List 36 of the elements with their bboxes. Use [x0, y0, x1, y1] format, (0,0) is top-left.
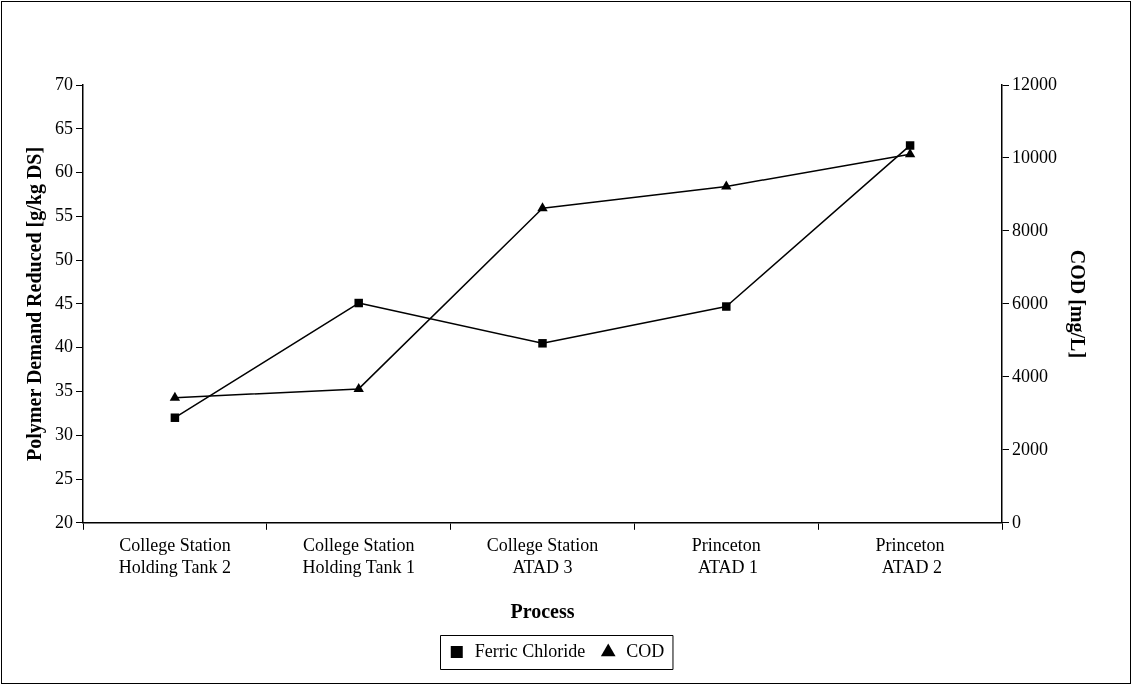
point: [354, 298, 363, 308]
point: [905, 141, 915, 150]
x-tick-label: College Station ATAD 3: [486, 535, 599, 577]
y2-tick-label: 2000: [1012, 438, 1048, 459]
y2-axis-title: COD [mg/L]: [1065, 249, 1089, 359]
y-tick-label: 25: [55, 467, 73, 488]
y-tick-label: 20: [55, 511, 73, 532]
point: [722, 302, 731, 311]
y2-tick-label: 10000: [1012, 146, 1057, 167]
y-tick-label: 35: [55, 380, 73, 401]
y-tick-label: 70: [55, 73, 73, 94]
y-tick-label: 60: [55, 161, 73, 182]
y-tick-label: 45: [55, 292, 73, 313]
y-tick-label: 50: [55, 248, 73, 269]
x-tick-label: College Station Holding Tank 2: [118, 535, 232, 577]
y2-tick-label: 8000: [1012, 219, 1048, 240]
x-tick-label: Princeton ATAD 1: [691, 535, 761, 577]
x-tick-label: College Station Holding Tank 1: [302, 535, 415, 577]
y-axis-title: Polymer Demand Reduced [g/kg DS]: [23, 146, 47, 461]
legend-label: Ferric Chloride: [474, 640, 586, 661]
y-tick-label: 55: [55, 205, 73, 226]
y-tick-label: 65: [55, 117, 73, 138]
y2-tick-label: 4000: [1012, 365, 1048, 386]
x-tick-label: Princeton ATAD 2: [875, 535, 945, 577]
x-axis-title: Process: [510, 600, 575, 623]
y2-tick-label: 6000: [1012, 292, 1048, 313]
point: [538, 339, 547, 348]
point: [353, 382, 364, 392]
y-tick-label: 30: [55, 423, 73, 444]
y-tick-label: 40: [55, 336, 73, 357]
legend-label: COD: [626, 640, 665, 661]
y2-tick-label: 12000: [1012, 73, 1057, 94]
point: [170, 413, 180, 422]
point: [537, 202, 548, 212]
y2-tick-label: 0: [1012, 511, 1021, 532]
point: [169, 391, 181, 401]
